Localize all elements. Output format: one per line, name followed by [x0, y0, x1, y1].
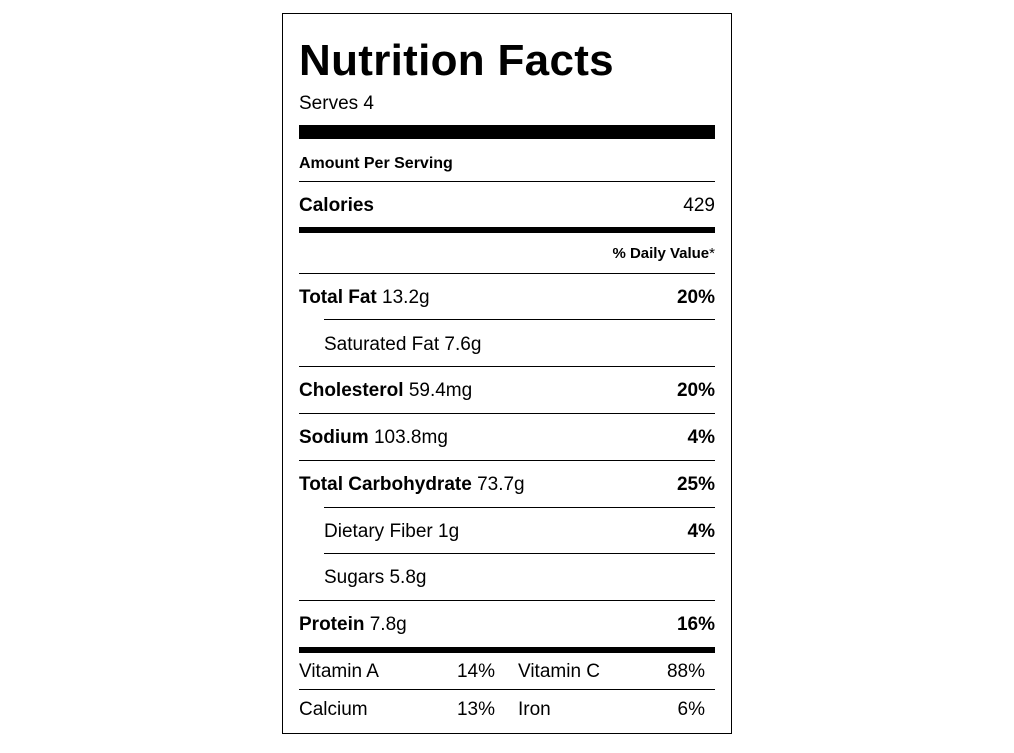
vitamin-a-percent: 14% [456, 661, 495, 682]
medium-divider [299, 227, 715, 233]
nutrient-amount: 7.6g [444, 334, 482, 355]
nutrient-name: Cholesterol [299, 380, 404, 401]
nutrient-row-total-carbohydrate: Total Carbohydrate 73.7g 25% [299, 473, 715, 497]
nutrient-amount: 1g [438, 521, 460, 542]
nutrient-amount: 13.2g [382, 287, 430, 308]
label-content: Nutrition Facts Serves 4 Amount Per Serv… [299, 14, 715, 733]
nutrient-row-saturated-fat: Saturated Fat 7.6g [324, 333, 715, 357]
divider [324, 553, 715, 554]
nutrient-amount: 59.4mg [408, 380, 473, 401]
nutrition-facts-label: Nutrition Facts Serves 4 Amount Per Serv… [282, 13, 732, 734]
calories-value: 429 [683, 195, 715, 216]
amount-per-serving: Amount Per Serving [299, 155, 453, 172]
nutrient-name: Sodium [299, 427, 369, 448]
nutrient-amount: 73.7g [477, 474, 525, 495]
calcium-percent: 13% [456, 699, 495, 720]
nutrient-percent: 4% [687, 521, 715, 542]
nutrient-amount: 103.8mg [373, 427, 448, 448]
daily-value-star: * [709, 245, 715, 262]
divider [299, 181, 715, 182]
divider [324, 507, 715, 508]
nutrient-name: Saturated Fat [324, 334, 440, 355]
servings-text: Serves 4 [299, 93, 374, 114]
nutrient-percent: 4% [687, 427, 715, 448]
nutrient-percent: 20% [676, 287, 715, 308]
divider [299, 366, 715, 367]
calcium-name: Calcium [299, 699, 368, 720]
label-title: Nutrition Facts [299, 36, 614, 85]
thick-divider [299, 125, 715, 139]
divider [324, 319, 715, 320]
divider [299, 600, 715, 601]
nutrient-row-cholesterol: Cholesterol 59.4mg 20% [299, 379, 715, 403]
nutrient-row-protein: Protein 7.8g 16% [299, 613, 715, 637]
vitamin-a-name: Vitamin A [299, 661, 379, 682]
nutrient-row-sugars: Sugars 5.8g [324, 566, 715, 590]
iron-name: Iron [518, 699, 551, 720]
nutrient-percent: 20% [676, 380, 715, 401]
nutrient-amount: 7.8g [369, 614, 407, 635]
nutrient-name: Total Fat [299, 287, 377, 308]
nutrient-name: Protein [299, 614, 365, 635]
calories-row: Calories 429 [299, 194, 715, 218]
nutrient-percent: 16% [676, 614, 715, 635]
divider [299, 460, 715, 461]
iron-percent: 6% [677, 699, 705, 720]
nutrient-name: Total Carbohydrate [299, 474, 472, 495]
vitamin-c-name: Vitamin C [518, 661, 601, 682]
vitamin-c-percent: 88% [666, 661, 705, 682]
divider [299, 413, 715, 414]
nutrient-row-sodium: Sodium 103.8mg 4% [299, 426, 715, 450]
heavy-divider [299, 647, 715, 653]
nutrient-name: Dietary Fiber [324, 521, 433, 542]
calories-label: Calories [299, 195, 374, 216]
nutrient-amount: 5.8g [389, 567, 427, 588]
divider [299, 273, 715, 274]
divider [299, 689, 715, 690]
daily-value-header-text: % Daily Value [612, 245, 710, 262]
nutrient-name: Sugars [324, 567, 385, 588]
nutrient-row-total-fat: Total Fat 13.2g 20% [299, 286, 715, 310]
daily-value-header: % Daily Value* [612, 244, 715, 264]
nutrient-row-dietary-fiber: Dietary Fiber 1g 4% [324, 520, 715, 544]
nutrient-percent: 25% [676, 474, 715, 495]
